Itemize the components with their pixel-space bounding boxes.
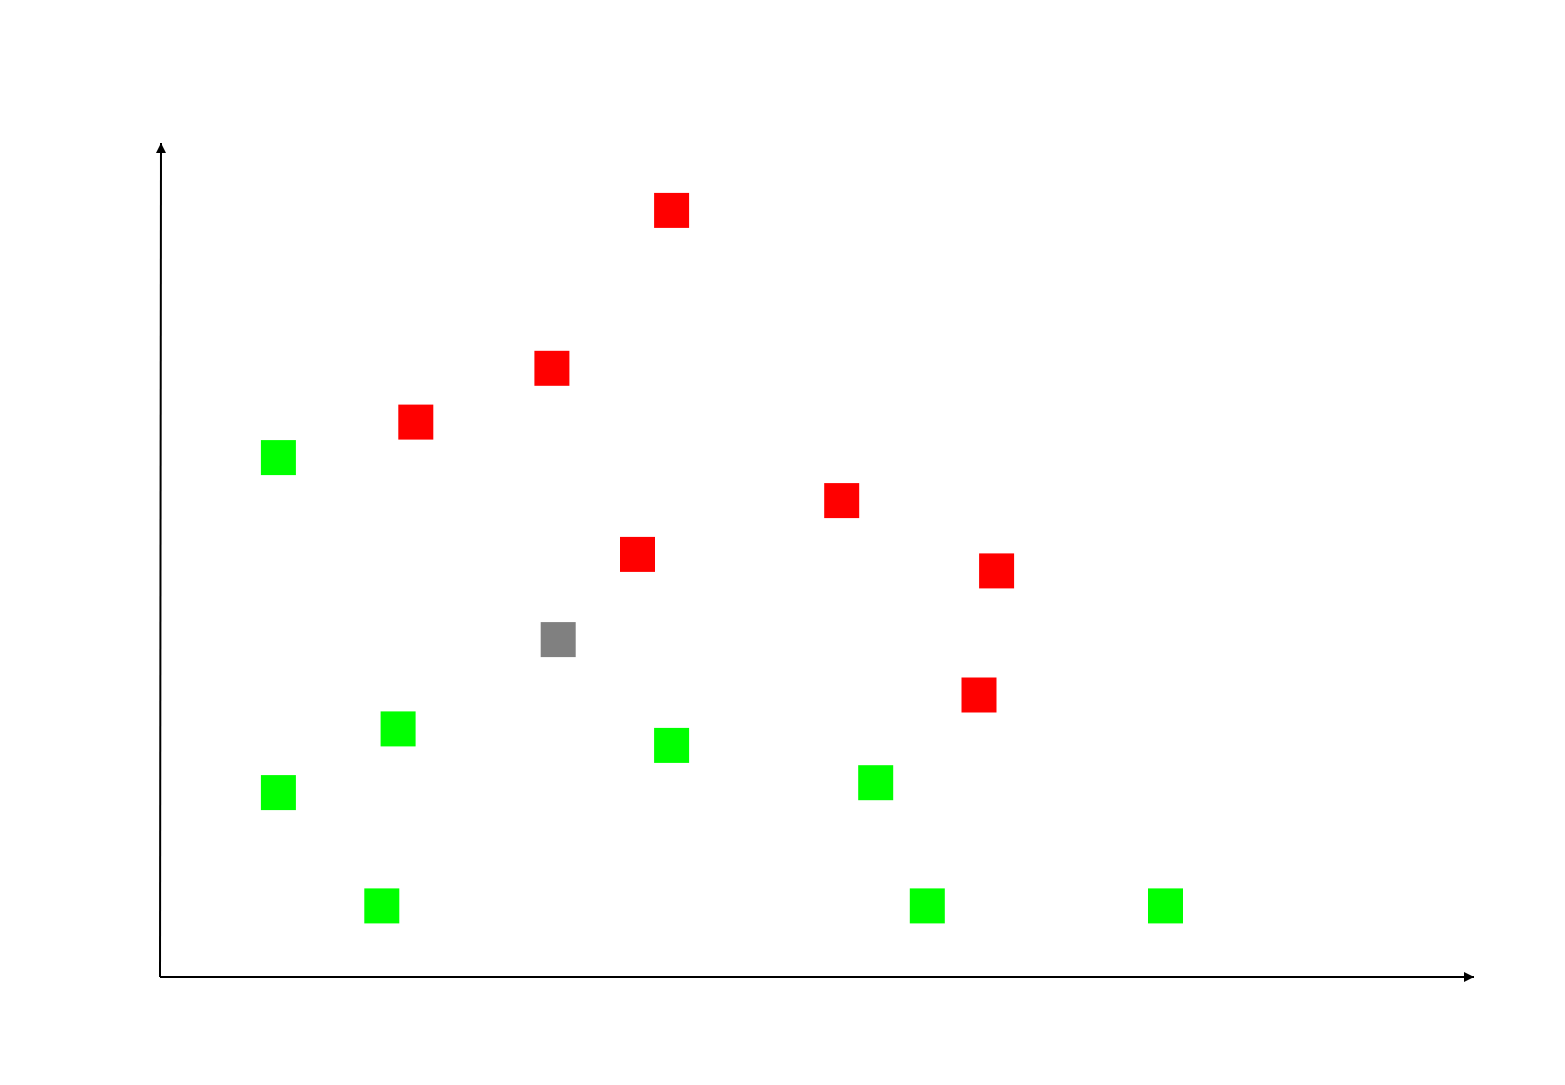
data-point-series-0-0 (654, 192, 690, 228)
data-point-series-0-1 (534, 350, 570, 386)
data-point-series-0-3 (824, 483, 860, 519)
data-point-series-1-1 (380, 711, 416, 747)
data-points (260, 192, 1183, 924)
data-point-series-1-5 (364, 888, 400, 924)
data-point-series-0-2 (398, 404, 434, 440)
data-point-series-1-4 (260, 775, 296, 811)
data-point-series-2-0 (540, 622, 576, 658)
data-point-series-1-0 (260, 440, 296, 476)
y-axis (155, 142, 166, 978)
data-point-series-1-7 (1148, 888, 1183, 924)
data-point-series-1-3 (858, 765, 894, 801)
data-point-series-0-5 (979, 553, 1015, 589)
data-point-series-1-6 (909, 888, 945, 924)
data-point-series-0-6 (961, 677, 997, 713)
data-point-series-0-4 (620, 536, 655, 572)
data-point-series-1-2 (654, 727, 690, 763)
